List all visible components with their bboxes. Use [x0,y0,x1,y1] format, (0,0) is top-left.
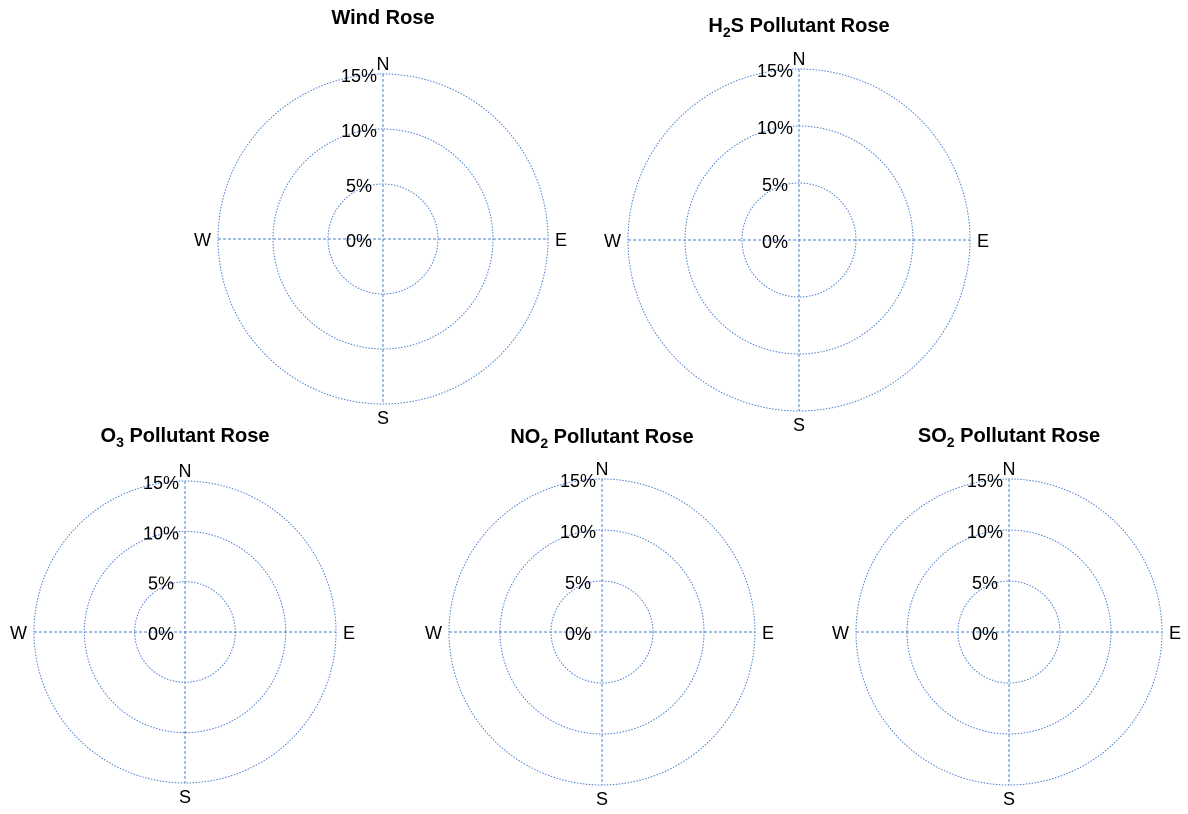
direction-label-s: S [1003,789,1015,809]
chart-title: NO2 Pollutant Rose [510,426,693,451]
chart-title-part: SO [918,425,947,447]
rose-chart-2: H2S Pollutant Rose 0% 5% 10% 15%N E S W [604,15,989,435]
direction-label-e: E [343,623,355,643]
chart-title-part: Wind Rose [331,7,434,29]
direction-label-e: E [762,623,774,643]
radial-tick-label: 0% [762,232,788,252]
chart-title-part: H [708,15,722,37]
radial-tick-label: 5% [762,175,788,195]
chart-title: H2S Pollutant Rose [708,15,889,40]
direction-label-e: E [977,231,989,251]
radial-tick-label: 5% [972,573,998,593]
direction-label-s: S [179,787,191,807]
radial-tick-label: 15% [757,61,793,81]
rose-chart-5: SO2 Pollutant Rose 0% 5% 10% 15%N E S W [832,425,1181,809]
chart-title-part: Pollutant Rose [955,425,1101,447]
rose-chart-3: O3 Pollutant Rose 0% 5% 10% 15%N E S W [10,425,355,807]
direction-label-w: W [604,231,621,251]
radial-tick-label: 10% [560,522,596,542]
direction-label-w: W [832,623,849,643]
chart-title-part: Pollutant Rose [548,426,694,448]
radial-tick-label: 0% [565,624,591,644]
radial-tick-label: 10% [757,118,793,138]
radial-tick-label: 15% [143,473,179,493]
radial-tick-label: 10% [967,522,1003,542]
direction-label-n: N [179,461,192,481]
chart-title-subscript: 3 [116,434,124,450]
radial-tick-label: 0% [148,624,174,644]
chart-title-subscript: 2 [540,435,548,451]
radial-tick-label: 15% [341,66,377,86]
chart-title-subscript: 2 [947,434,955,450]
chart-title-part: S Pollutant Rose [731,15,890,37]
chart-title: Wind Rose [331,7,434,29]
direction-label-w: W [194,230,211,250]
direction-label-n: N [377,54,390,74]
chart-title: O3 Pollutant Rose [101,425,270,450]
radial-tick-label: 15% [967,471,1003,491]
radial-tick-label: 5% [346,176,372,196]
radial-tick-label: 5% [565,573,591,593]
direction-label-n: N [1003,459,1016,479]
radial-tick-label: 10% [143,523,179,543]
direction-label-w: W [425,623,442,643]
direction-label-s: S [596,789,608,809]
direction-label-w: W [10,623,27,643]
rose-chart-4: NO2 Pollutant Rose 0% 5% 10% 15%N E S W [425,426,774,809]
direction-label-s: S [377,408,389,428]
radial-tick-label: 5% [148,574,174,594]
chart-title-subscript: 2 [723,24,731,40]
direction-label-n: N [793,49,806,69]
direction-label-e: E [1169,623,1181,643]
radial-tick-label: 0% [346,231,372,251]
chart-title-part: NO [510,426,540,448]
radial-tick-label: 10% [341,121,377,141]
direction-label-s: S [793,415,805,435]
direction-label-n: N [596,459,609,479]
chart-title-part: Pollutant Rose [124,425,270,447]
radial-tick-label: 0% [972,624,998,644]
rose-chart-1: Wind Rose 0% 5% 10% 15%N E S W [194,7,567,428]
direction-label-e: E [555,230,567,250]
chart-title-part: O [101,425,117,447]
radial-tick-label: 15% [560,471,596,491]
chart-title: SO2 Pollutant Rose [918,425,1100,450]
